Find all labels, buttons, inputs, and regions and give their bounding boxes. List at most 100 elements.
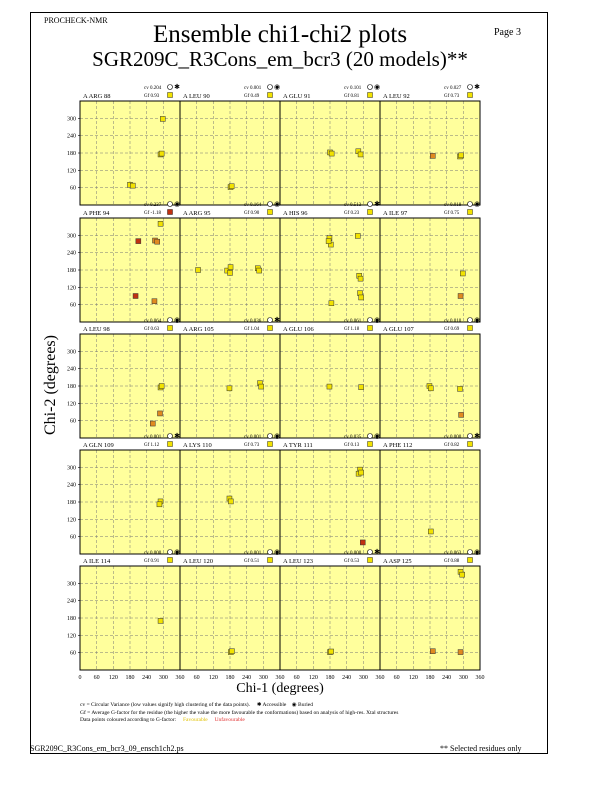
- gf-label: Gf 0.91: [144, 559, 160, 564]
- cv-clock-icon: [467, 201, 473, 207]
- data-point: [428, 385, 434, 392]
- x-tick-label: 120: [109, 675, 118, 681]
- gf-colour-box: [167, 441, 173, 447]
- data-point: [227, 264, 234, 270]
- gf-label: Gf 1.18: [344, 327, 360, 332]
- cv-clock-icon: [267, 317, 273, 323]
- y-tick-label: 60: [70, 303, 76, 309]
- cv-clock-icon: [367, 201, 373, 207]
- data-point: [458, 152, 464, 159]
- y-tick-label: 240: [67, 251, 76, 257]
- panel-border: [379, 217, 481, 323]
- x-tick-label: 360: [176, 675, 185, 681]
- x-tick-label: 0: [79, 675, 82, 681]
- y-axis-label: Chi-2 (degrees): [42, 335, 59, 435]
- gf-colour-box: [267, 209, 273, 215]
- page-frame: [30, 12, 548, 754]
- gf-colour-box: [267, 325, 273, 331]
- panel-border: [379, 333, 481, 439]
- cv-label: cv 0.035: [344, 435, 362, 440]
- cv-label: cv 0.001: [244, 86, 262, 91]
- cv-clock-icon: [167, 201, 173, 207]
- data-point: [457, 649, 464, 655]
- x-tick-label: 300: [159, 675, 168, 681]
- cv-clock-icon: [367, 433, 373, 439]
- legend-colour-row: Data points coloured according to G-fact…: [80, 717, 398, 725]
- data-point: [157, 410, 163, 417]
- x-tick-label: 300: [459, 675, 468, 681]
- data-point: [157, 221, 164, 227]
- accessibility-icon: ✱: [474, 83, 480, 91]
- y-tick-label: 120: [67, 401, 76, 407]
- cv-label: cv 0.101: [344, 86, 362, 91]
- panel-border: [379, 565, 481, 671]
- gf-label: Gf 0.81: [344, 94, 360, 99]
- data-point: [157, 618, 164, 624]
- gf-colour-box: [467, 441, 473, 447]
- cv-clock-icon: [367, 317, 373, 323]
- cv-label: cv 0.001: [144, 435, 162, 440]
- accessibility-icon: ◉: [374, 432, 380, 440]
- residue-label: A ILE 114: [83, 558, 111, 565]
- x-tick-label: 120: [409, 675, 418, 681]
- y-tick-label: 180: [67, 500, 76, 506]
- data-point: [357, 275, 364, 282]
- gf-colour-box: [267, 557, 273, 563]
- panel-border: [379, 449, 481, 555]
- cv-clock-icon: [367, 549, 373, 555]
- cv-clock-icon: [267, 84, 273, 90]
- data-point: [360, 539, 366, 546]
- legend-gf-text: Gf = Average G-factor for the residue (t…: [80, 709, 399, 716]
- cv-clock-icon: [167, 317, 173, 323]
- x-tick-label: 240: [442, 675, 451, 681]
- x-tick-label: 180: [326, 675, 335, 681]
- data-point: [325, 238, 332, 244]
- accessibility-icon: ✱: [174, 83, 180, 91]
- gf-colour-box: [467, 325, 473, 331]
- gf-colour-box: [367, 325, 373, 331]
- gf-label: Gf 0.75: [444, 211, 460, 216]
- data-point: [228, 498, 234, 505]
- x-tick-label: 120: [309, 675, 318, 681]
- data-point: [160, 116, 166, 122]
- panel-border: [379, 100, 481, 206]
- data-point: [151, 298, 158, 304]
- residue-label: A LEU 90: [183, 93, 210, 100]
- data-point: [158, 383, 165, 389]
- gf-label: Gf 1.04: [244, 327, 260, 332]
- accessibility-icon: ◉: [274, 83, 280, 91]
- residue-label: A GLN 109: [83, 442, 114, 449]
- y-tick-label: 300: [67, 581, 76, 587]
- y-tick-label: 60: [70, 186, 76, 192]
- legend-key: cv = Circular Variance (low values signi…: [80, 702, 398, 725]
- cv-clock-icon: [467, 433, 473, 439]
- data-point: [132, 293, 139, 299]
- x-tick-label: 60: [394, 675, 400, 681]
- x-tick-label: 180: [126, 675, 135, 681]
- data-point: [156, 501, 163, 508]
- gf-label: Gf 0.82: [444, 443, 460, 448]
- gf-label: Gf 0.88: [444, 559, 460, 564]
- legend-buried-text: Buried: [298, 702, 314, 708]
- x-tick-label: 240: [242, 675, 251, 681]
- residue-label: A ARG 95: [183, 210, 210, 217]
- y-tick-label: 120: [67, 633, 76, 639]
- x-tick-label: 240: [342, 675, 351, 681]
- accessibility-icon: ◉: [474, 316, 480, 324]
- residue-label: A LEU 92: [383, 93, 410, 100]
- x-tick-label: 60: [294, 675, 300, 681]
- cv-clock-icon: [267, 549, 273, 555]
- buried-icon: ◉: [291, 702, 297, 708]
- accessibility-icon: ◉: [274, 548, 280, 556]
- program-name: PROCHECK-NMR: [44, 16, 108, 25]
- x-tick-label: 300: [259, 675, 268, 681]
- legend-accessible-text: Accessible: [262, 702, 287, 708]
- data-point: [328, 150, 335, 157]
- accessibility-icon: ✱: [374, 200, 380, 208]
- cv-label: cv 0.027: [444, 86, 462, 91]
- data-point: [326, 383, 333, 390]
- accessibility-icon: ◉: [174, 200, 180, 208]
- y-tick-label: 240: [67, 599, 76, 605]
- cv-label: cv 0.000: [144, 551, 162, 556]
- residue-label: A GLU 107: [383, 326, 414, 333]
